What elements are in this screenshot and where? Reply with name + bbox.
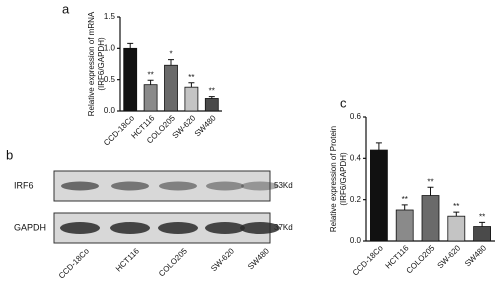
error-bar [188,82,195,88]
band [60,222,100,234]
significance: ** [427,177,433,186]
x-tick-label: SW480 [463,243,488,268]
x-tick-label: SW-620 [436,243,463,270]
lane-label: COLO205 [157,246,189,278]
bar [204,98,219,112]
error-bar [127,42,134,49]
y-axis-label: (IRF6/GAPDH) [97,37,106,91]
error-bar [479,221,486,227]
error-bar [401,204,408,210]
bar [473,226,492,242]
y-axis-label: (IRF6/GAPDH) [339,152,348,206]
error-bar [168,59,174,66]
significance: ** [209,87,215,96]
lane-label: SW-620 [209,246,236,273]
size-label: 53Kd [274,181,293,190]
error-bar [453,211,460,217]
x-tick-label: CCD-18Co [102,113,136,147]
band [241,181,279,191]
band [110,222,150,234]
band [61,181,99,191]
bar [395,209,414,242]
bar [123,47,138,112]
y-tick-label: 0.4 [350,153,362,162]
y-tick-label: 0.5 [104,75,116,84]
significance: ** [479,213,485,222]
y-tick-label: 0.0 [350,236,362,245]
x-tick-label: SW480 [193,113,218,138]
x-tick-label: SW-620 [171,113,198,140]
y-tick-label: 1.0 [104,43,116,52]
error-bar [208,96,215,99]
row-label: GAPDH [14,222,46,232]
y-axis-label: Relative expression of Protein [329,126,338,232]
error-bar [147,79,154,85]
significance: * [169,50,172,59]
panel-label: b [6,147,13,162]
row-label: IRF6 [14,180,34,190]
bar [184,86,199,112]
band [111,181,149,191]
significance: ** [402,195,408,204]
bar [421,195,440,242]
panel-label: a [62,1,70,16]
bar [447,215,466,242]
bar [164,64,178,112]
lane-label: CCD-18Co [57,246,91,280]
significance: ** [188,73,194,82]
band [205,222,245,234]
lane-label: HCT116 [114,246,141,273]
y-tick-label: 1.5 [104,12,116,21]
western-blot [53,170,271,244]
lane-label: SW480 [246,246,271,271]
significance: ** [453,202,459,211]
y-tick-label: 0.0 [104,106,116,115]
x-tick-label: CCD-18Co [351,243,385,277]
bar [143,84,158,112]
error-bar [375,142,382,151]
y-axis-label: Relative expression of mRNA [87,11,96,116]
x-tick-label: COLO205 [405,243,437,275]
band [240,222,280,234]
band [158,222,198,234]
error-bar [427,186,434,196]
significance: ** [147,70,153,79]
bar [369,149,388,242]
y-tick-label: 0.6 [350,112,362,121]
y-tick-label: 0.2 [350,195,362,204]
band [159,181,197,191]
band [206,181,244,191]
panel-label: c [340,95,347,110]
size-label: 37Kd [274,223,293,232]
